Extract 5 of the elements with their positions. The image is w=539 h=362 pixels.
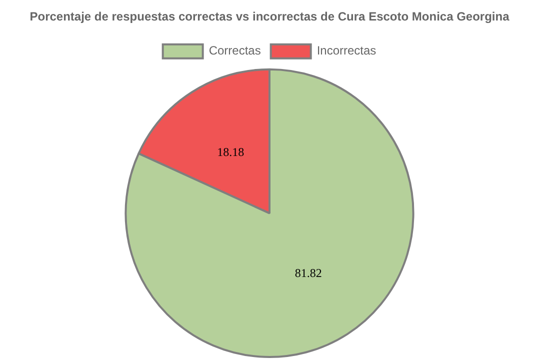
data-label: 18.18 xyxy=(217,144,244,159)
chart-title: Porcentaje de respuestas correctas vs incorrectas de Cura Escoto Monica Georgina xyxy=(30,10,510,24)
legend-label: Incorrectas xyxy=(316,44,376,58)
data-label: 81.82 xyxy=(294,266,322,280)
legend-label: Correctas xyxy=(208,44,261,58)
